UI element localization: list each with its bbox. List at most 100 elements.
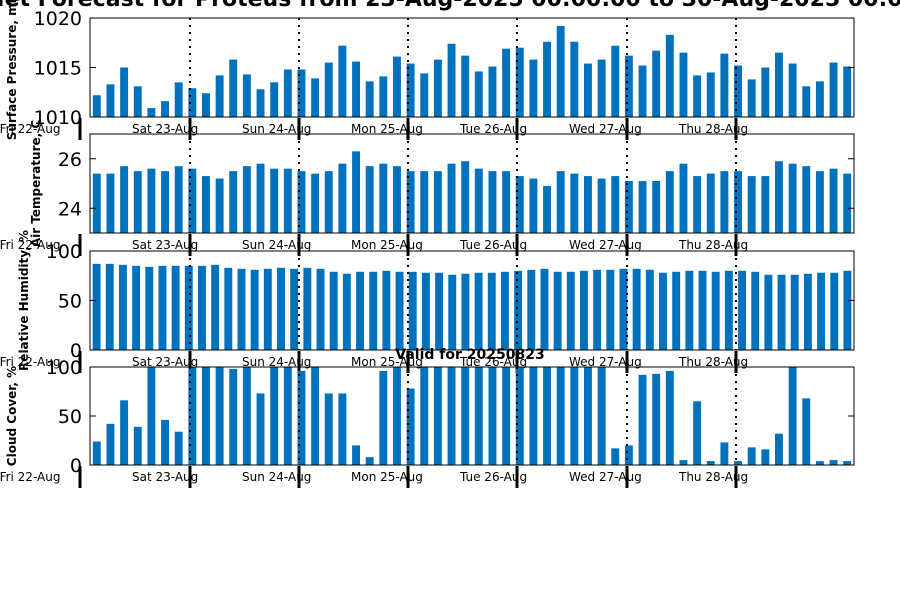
bar: [158, 265, 167, 350]
bar: [365, 81, 374, 117]
bar: [270, 168, 279, 233]
bar: [529, 178, 538, 233]
bar: [802, 166, 811, 233]
day-label: Mon 25-Aug: [351, 238, 423, 252]
bar: [338, 393, 347, 465]
bar: [638, 374, 647, 465]
bar: [693, 75, 702, 117]
bar: [202, 93, 210, 117]
bar: [474, 367, 483, 465]
bar: [720, 171, 729, 234]
bar: [584, 63, 592, 117]
bar: [224, 267, 233, 350]
day-label: Tue 26-Aug: [459, 238, 527, 252]
bar: [529, 367, 538, 465]
bar: [120, 67, 129, 117]
bar: [324, 171, 333, 234]
bar: [342, 273, 351, 350]
bar: [652, 50, 661, 117]
bar: [311, 173, 320, 233]
day-label: Tue 26-Aug: [459, 122, 527, 136]
bar: [92, 441, 101, 465]
bar: [761, 449, 770, 465]
bar: [270, 367, 279, 465]
bar: [843, 461, 852, 465]
bar: [303, 267, 312, 350]
bar: [543, 367, 551, 465]
bar: [92, 173, 101, 233]
bar: [256, 393, 265, 465]
bar: [311, 78, 320, 117]
bar: [277, 267, 285, 350]
bar: [843, 66, 852, 117]
bar: [764, 274, 773, 350]
day-label: Wed 27-Aug: [569, 470, 642, 484]
bar: [665, 171, 674, 234]
day-label: Mon 25-Aug: [351, 470, 423, 484]
bar: [720, 53, 729, 117]
bar: [393, 166, 401, 233]
bar: [593, 269, 602, 350]
bar: [502, 367, 511, 465]
bar: [283, 168, 292, 233]
bar: [316, 268, 325, 350]
bar: [747, 447, 756, 465]
day-label: Thu 28-Aug: [678, 122, 748, 136]
bar: [624, 181, 633, 233]
bar: [242, 166, 251, 233]
day-label: Mon 25-Aug: [351, 355, 423, 369]
bar: [215, 75, 224, 117]
bar: [638, 181, 647, 233]
bar: [174, 166, 183, 233]
day-label: Wed 27-Aug: [569, 238, 642, 252]
bar: [147, 108, 156, 117]
day-label: Fri 22-Aug: [0, 238, 60, 252]
bar: [474, 71, 483, 117]
bar: [761, 176, 770, 233]
bar: [652, 373, 661, 465]
day-label: Fri 22-Aug: [0, 122, 60, 136]
ylabel: Relative Humidity, %: [17, 230, 31, 371]
day-label: Thu 28-Aug: [678, 238, 748, 252]
bar: [356, 271, 364, 350]
bar: [352, 445, 360, 465]
figure-title: Met Forecast for Proteus from 23-Aug-202…: [0, 0, 900, 12]
bar: [188, 168, 197, 233]
bar: [815, 461, 824, 465]
bar: [632, 268, 641, 350]
bar: [174, 431, 183, 465]
bar: [290, 268, 299, 350]
bar: [540, 268, 549, 350]
bar: [619, 268, 628, 350]
bar: [147, 168, 156, 233]
bar: [283, 367, 292, 465]
bar: [611, 448, 620, 465]
panel-2: 24 26 Fri 22-Aug Sat 23-Aug Sun 24-Aug Mon 25…: [0, 120, 855, 256]
bar: [270, 82, 279, 117]
day-label: Sat 23-Aug: [132, 470, 198, 484]
bar: [406, 63, 415, 117]
bar: [379, 163, 388, 233]
bar: [435, 272, 444, 350]
bar: [393, 56, 401, 117]
bar: [106, 84, 115, 117]
bar: [679, 52, 688, 117]
bar: [242, 367, 251, 465]
bar: [830, 272, 839, 350]
bar: [433, 171, 442, 234]
bar: [379, 370, 388, 465]
bar: [420, 73, 429, 117]
bar: [500, 271, 509, 350]
bar: [543, 41, 551, 118]
bar: [788, 163, 797, 233]
ytick-label: 1020: [34, 8, 82, 30]
bar: [461, 161, 470, 233]
ytick-label: 100: [46, 357, 82, 379]
ytick-label: 26: [58, 149, 82, 171]
bar: [843, 270, 852, 350]
bar: [553, 271, 562, 350]
day-label: Sun 24-Aug: [242, 355, 311, 369]
bar: [734, 461, 742, 465]
bar: [645, 269, 654, 350]
bar: [775, 52, 783, 117]
